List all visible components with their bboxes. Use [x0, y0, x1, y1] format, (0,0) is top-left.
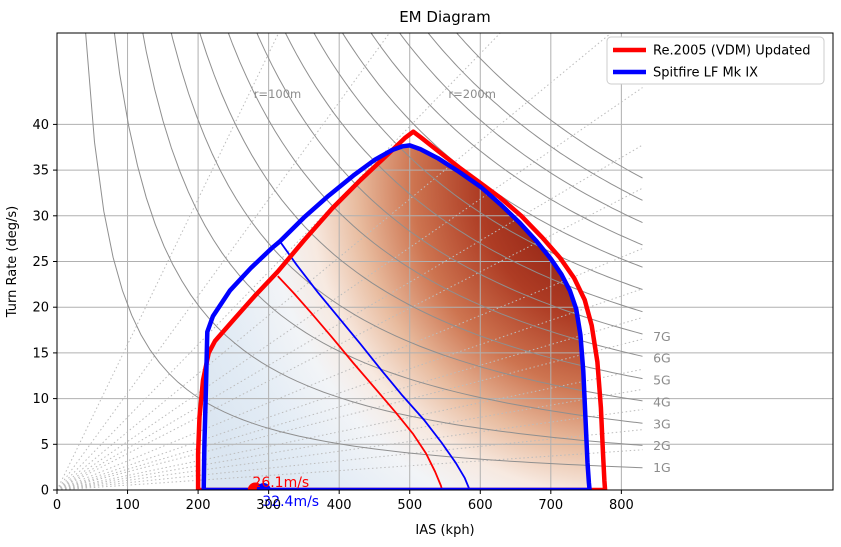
x-tick-label: 0: [53, 498, 61, 513]
g-load-line-5g: [199, 33, 643, 380]
g-load-line-2g: [113, 33, 643, 446]
annotation-26-1m-s: 26.1m/s: [252, 475, 309, 491]
legend: Re.2005 (VDM) Updated Spitfire LF Mk IX: [606, 36, 825, 85]
x-tick-label: 100: [115, 498, 140, 513]
turn-radius-line-r400: [57, 187, 643, 490]
y-tick-label: 10: [32, 392, 49, 407]
g-label-4g: 4G: [653, 394, 671, 409]
plot-area: [57, 33, 833, 490]
g-label-7g: 7G: [653, 329, 671, 344]
g-load-lines: [85, 33, 643, 469]
g-load-line-6g: [227, 33, 643, 357]
g-label-3g: 3G: [653, 416, 671, 431]
g-load-line-4g: [170, 33, 643, 402]
y-tick-label: 25: [32, 255, 49, 270]
x-tick-label: 700: [538, 498, 563, 513]
chart-title: EM Diagram: [399, 8, 491, 26]
re-2005-sustained-turn-curve: [277, 275, 444, 490]
g-label-5g: 5G: [653, 373, 671, 388]
turn-radius-line-r350: [57, 144, 643, 490]
g-load-line-1g: [85, 33, 643, 469]
ticks: [53, 123, 622, 494]
x-tick-label: 600: [468, 498, 493, 513]
radius-label-r-100m: r=100m: [254, 87, 302, 101]
g-load-line-14g: [456, 33, 643, 179]
spitfire-best-climb-dot: [256, 483, 271, 490]
y-tick-label: 0: [41, 484, 49, 499]
g-load-line-12g: [399, 33, 643, 224]
x-tick-label: 800: [609, 498, 634, 513]
turn-radius-line-r200: [57, 33, 501, 490]
spitfire-sustained-turn-curve: [279, 240, 471, 490]
g-load-line-9g: [313, 33, 643, 290]
turn-radius-line-r1200: [57, 388, 643, 490]
turn-radius-line-r250: [57, 33, 612, 490]
radius-label-r-200m: r=200m: [448, 87, 496, 101]
turn-radius-line-r1500: [57, 409, 643, 490]
x-tick-label: 400: [327, 498, 352, 513]
x-tick-label: 500: [397, 498, 422, 513]
g-load-line-3g: [142, 33, 643, 424]
annotation-32-4m-s: 32.4m/s: [262, 494, 319, 510]
y-tick-label: 30: [32, 209, 49, 224]
spitfire-lf-mk-ix-envelope-curve: [201, 143, 592, 490]
y-tick-label: 40: [32, 118, 49, 133]
y-tick-label: 15: [32, 346, 49, 361]
g-label-6g: 6G: [653, 351, 671, 366]
g-label-2g: 2G: [653, 438, 671, 453]
legend-label-re-2005-vdm-updated: Re.2005 (VDM) Updated: [653, 44, 811, 59]
g-load-line-11g: [370, 33, 643, 246]
y-axis-label: Turn Rate (deg/s): [5, 206, 20, 318]
turn-radius-line-r600: [57, 288, 643, 490]
g-load-line-13g: [427, 33, 643, 201]
grid: [57, 33, 833, 490]
turn-radius-lines: [57, 33, 643, 490]
legend-box: [606, 36, 825, 85]
advantage-fill: [204, 146, 589, 490]
turn-radius-line-r1000: [57, 368, 643, 490]
x-tick-label: 300: [256, 498, 281, 513]
y-tick-label: 5: [41, 438, 49, 453]
re-2005-vdm-updated-envelope-curve: [195, 129, 608, 490]
turn-radius-line-r700: [57, 317, 643, 490]
legend-label-spitfire-lf-mk-ix: Spitfire LF Mk IX: [653, 66, 758, 81]
y-tick-label: 35: [32, 164, 49, 179]
x-tick-label: 200: [186, 498, 211, 513]
turn-radius-line-r3000: [57, 449, 643, 490]
turn-radius-line-r500: [57, 248, 643, 490]
y-tick-label: 20: [32, 301, 49, 316]
x-axis-label: IAS (kph): [415, 523, 474, 538]
g-label-1g: 1G: [653, 460, 671, 475]
